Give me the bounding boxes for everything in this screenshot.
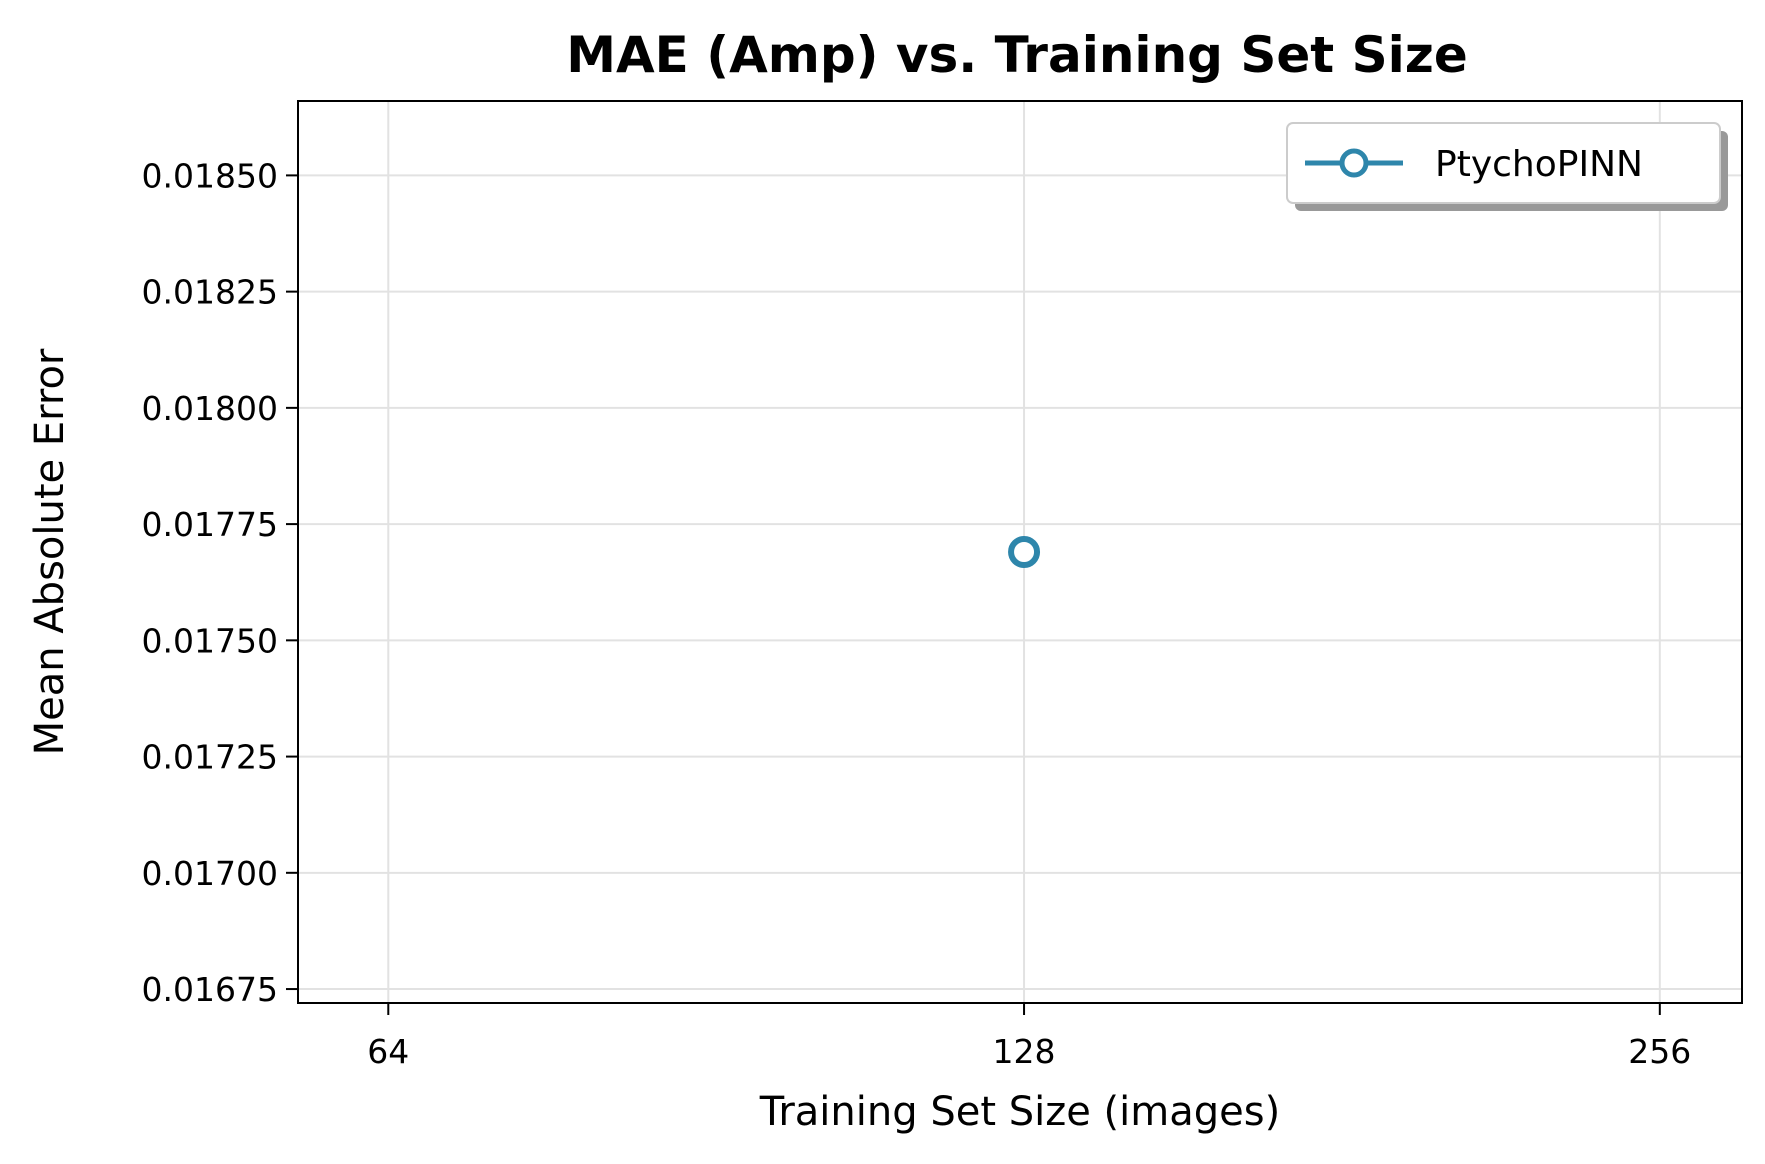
y-tick-label: 0.01725 [142, 738, 278, 777]
data-point [1008, 536, 1041, 568]
y-tick-label: 0.01700 [142, 854, 278, 893]
y-tick-label: 0.01775 [142, 505, 278, 544]
x-axis-ticks: 64 128 256 [367, 1003, 1691, 1071]
legend[interactable]: PtychoPINN [1286, 122, 1728, 211]
legend-series-marker [1339, 148, 1369, 178]
x-tick-label: 256 [1628, 1032, 1691, 1071]
x-axis-label: Training Set Size (images) [759, 1089, 1280, 1135]
chart-title: MAE (Amp) vs. Training Set Size [566, 26, 1468, 84]
plot-frame [297, 100, 1743, 1004]
y-tick-label: 0.01825 [142, 273, 278, 312]
y-tick-label: 0.01800 [142, 389, 278, 428]
y-tick-label: 0.01675 [142, 970, 278, 1009]
y-axis-ticks: 0.01675 0.01700 0.01725 0.01750 0.01775 0.018… [142, 156, 298, 1009]
series-layer [1008, 536, 1041, 568]
x-tick-label: 128 [993, 1032, 1056, 1071]
y-tick-label: 0.01750 [142, 621, 278, 660]
y-tick-label: 0.01850 [142, 156, 278, 195]
y-axis-label: Mean Absolute Error [27, 348, 73, 755]
legend-box [1286, 122, 1721, 204]
legend-series-label: PtychoPINN [1435, 144, 1643, 185]
grid [298, 101, 1742, 1003]
x-tick-label: 64 [367, 1032, 409, 1071]
